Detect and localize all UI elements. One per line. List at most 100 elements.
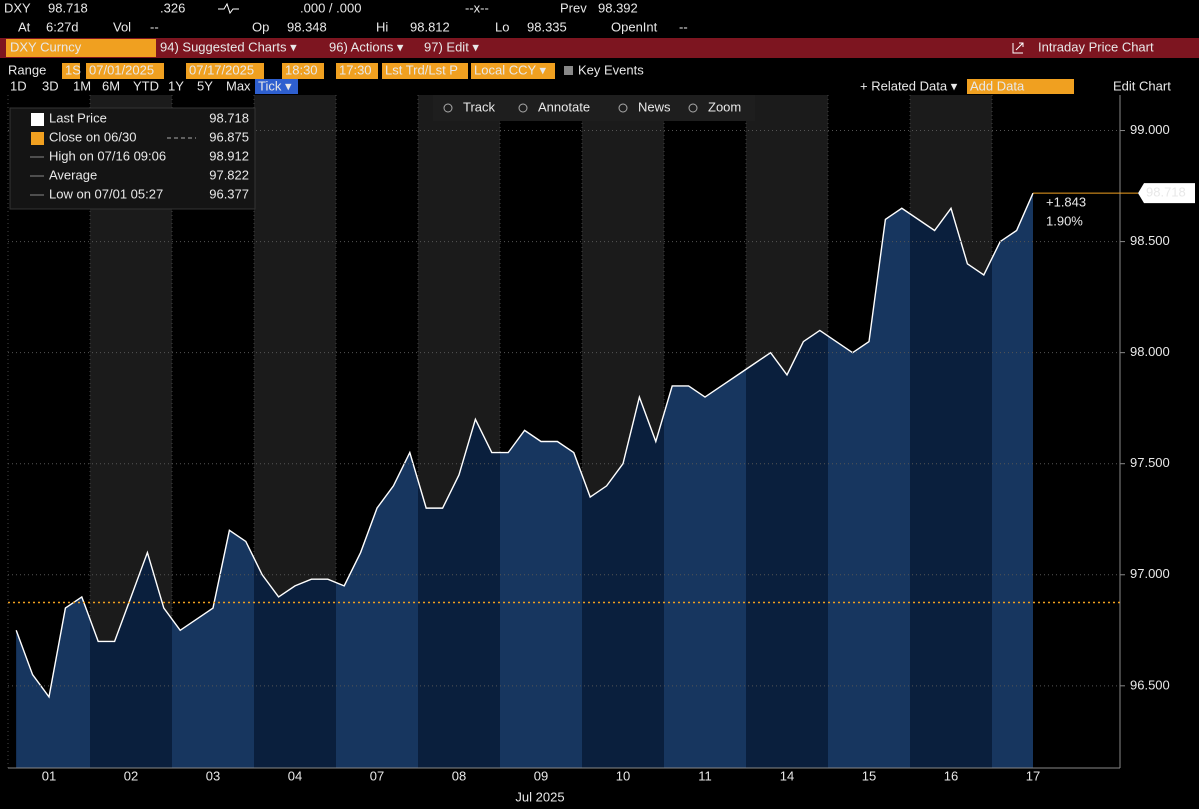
prev: 98.392: [598, 0, 638, 15]
legend-label: Last Price: [49, 110, 107, 125]
period-button: Max: [226, 78, 251, 93]
key-events: Key Events: [578, 62, 644, 77]
chart-tool: Zoom: [708, 99, 741, 114]
menu-button[interactable]: [327, 39, 417, 57]
menu-item: 96) Actions ▾: [329, 39, 404, 54]
tool-icon: [618, 103, 628, 113]
x-tick-label: 09: [534, 768, 548, 783]
period-button: 1D: [10, 78, 27, 93]
info-op-label: Op: [252, 19, 269, 34]
range-field[interactable]: [62, 63, 80, 79]
period-button: 5Y: [197, 78, 213, 93]
legend-value: 98.718: [209, 110, 249, 125]
chart-tool: News: [638, 99, 671, 114]
legend-value: 98.912: [209, 148, 249, 163]
bid-ask: .000 / .000: [300, 0, 361, 15]
chart-tool: Track: [463, 99, 496, 114]
period-button: 6M: [102, 78, 120, 93]
y-tick-label: 98.000: [1130, 344, 1170, 359]
add-data: Add Data: [970, 78, 1025, 93]
legend-swatch: [31, 132, 44, 145]
range-field[interactable]: [282, 63, 324, 79]
add-data-field[interactable]: [967, 79, 1074, 94]
last-price-tag-label: 98.718: [1146, 185, 1186, 200]
ticker: DXY: [4, 0, 31, 15]
legend-label: High on 07/16 09:06: [49, 148, 166, 163]
chart-toolbar: [433, 95, 755, 121]
range-field[interactable]: [186, 63, 264, 79]
x-axis-title: Jul 2025: [515, 789, 564, 804]
range-field[interactable]: [471, 63, 555, 79]
range-field[interactable]: [382, 63, 468, 79]
x-tick-label: 01: [42, 768, 56, 783]
legend-value: 96.875: [209, 129, 249, 144]
tool-icon: [443, 103, 453, 113]
change-pct: 1.90%: [1046, 214, 1083, 229]
tool-icon: [518, 103, 528, 113]
legend-value: 97.822: [209, 167, 249, 182]
info-at-label: At: [18, 19, 31, 34]
y-tick-label: 98.500: [1130, 233, 1170, 248]
x-tick-label: 04: [288, 768, 302, 783]
menu-button[interactable]: [422, 39, 488, 57]
toolbar-title: Intraday Price Chart: [1038, 39, 1154, 54]
range-field[interactable]: [86, 63, 164, 79]
range-period: 1S: [65, 62, 81, 77]
range-field[interactable]: [336, 63, 378, 79]
info-openint-label: OpenInt: [611, 19, 658, 34]
menu-button[interactable]: [158, 39, 322, 57]
legend-label: Low on 07/01 05:27: [49, 186, 163, 201]
legend: [9, 107, 256, 210]
menu-item: 94) Suggested Charts ▾: [160, 39, 297, 54]
x-tick-label: 10: [616, 768, 630, 783]
y-tick-label: 99.000: [1130, 122, 1170, 137]
info-lo-label: Lo: [495, 19, 509, 34]
size: --x--: [465, 0, 489, 15]
y-tick-label: 97.500: [1130, 455, 1170, 470]
x-tick-label: 17: [1026, 768, 1040, 783]
x-tick-label: 08: [452, 768, 466, 783]
x-tick-label: 03: [206, 768, 220, 783]
legend-label: Close on 06/30: [49, 129, 136, 144]
y-tick-label: 97.000: [1130, 566, 1170, 581]
x-tick-label: 14: [780, 768, 794, 783]
popout-icon: [1012, 42, 1024, 54]
info-hi-label: Hi: [376, 19, 388, 34]
period-button: 3D: [42, 78, 59, 93]
period-button: YTD: [133, 78, 159, 93]
range-field: Lst Trd/Lst P: [385, 62, 458, 77]
info-hi: 98.812: [410, 19, 450, 34]
legend-value: 96.377: [209, 186, 249, 201]
legend-swatch: [31, 113, 44, 126]
range-label: Range: [8, 62, 46, 77]
change: .326: [160, 0, 185, 15]
period-button: Tick ▾: [258, 78, 292, 93]
period-button-active[interactable]: [255, 79, 298, 94]
menu-item: 97) Edit ▾: [424, 39, 479, 54]
price-line: [15, 192, 1034, 699]
security: DXY Curncy: [10, 39, 82, 54]
legend-label: Average: [49, 167, 97, 182]
chart-tool: Annotate: [538, 99, 590, 114]
y-tick-label: 96.500: [1130, 677, 1170, 692]
x-tick-label: 16: [944, 768, 958, 783]
range-start-date: 07/01/2025: [89, 62, 154, 77]
x-tick-label: 15: [862, 768, 876, 783]
range-end-date: 07/17/2025: [189, 62, 254, 77]
session-fill: [992, 193, 1033, 768]
info-time: 6:27d: [46, 19, 79, 34]
info-vol-label: Vol: [113, 19, 131, 34]
x-tick-label: 02: [124, 768, 138, 783]
key-events-checkbox[interactable]: [564, 66, 573, 75]
edit-chart: Edit Chart: [1113, 78, 1171, 93]
change-label: +1.843: [1046, 195, 1086, 210]
info-op: 98.348: [287, 19, 327, 34]
range-start-time: 18:30: [285, 62, 318, 77]
range-currency: Local CCY ▾: [474, 62, 547, 77]
last-price-tag: [1138, 183, 1195, 204]
range-end-time: 17:30: [339, 62, 372, 77]
security-field[interactable]: [6, 39, 156, 57]
info-lo: 98.335: [527, 19, 567, 34]
last-price: 98.718: [48, 0, 88, 15]
